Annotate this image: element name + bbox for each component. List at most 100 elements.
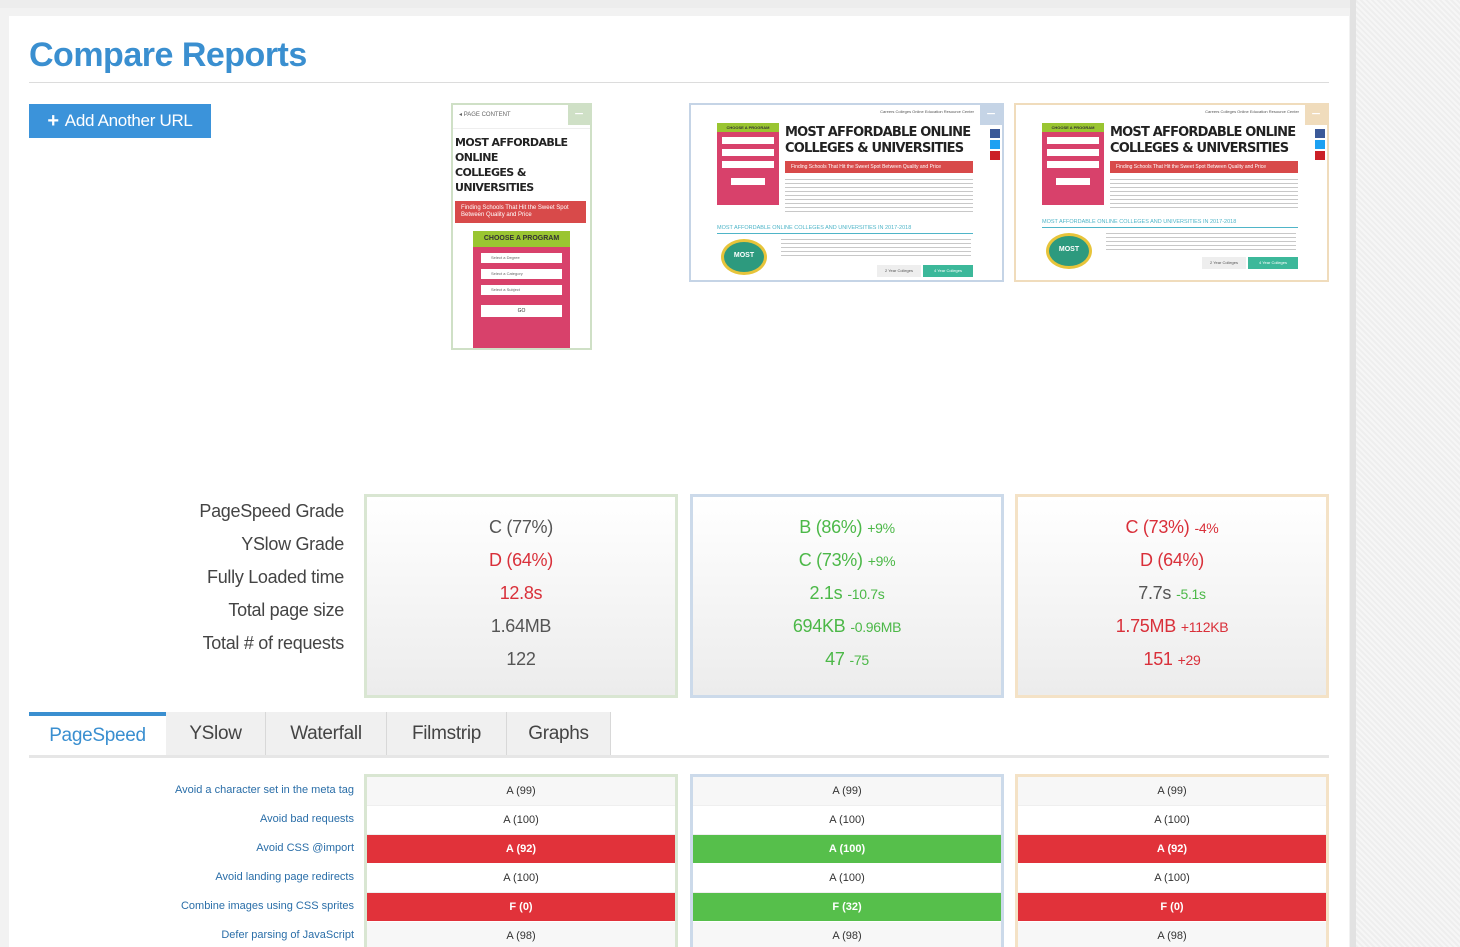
- rule-label-link[interactable]: Combine images using CSS sprites: [180, 900, 354, 912]
- rule-label-link[interactable]: Avoid landing page redirects: [215, 871, 354, 883]
- report-thumbnail-1[interactable]: − ◂ PAGE CONTENT MOST AFFORDABLE ONLINE …: [451, 103, 592, 350]
- rule-grade-cell: A (100): [367, 864, 675, 893]
- rules-column-3: A (99) A (100) A (92) A (100) F (0) A (98): [1015, 774, 1329, 947]
- rules-column-2: A (99) A (100) A (100) A (100) F (32) A (98): [690, 774, 1004, 947]
- tab-graphs[interactable]: Graphs: [507, 712, 611, 756]
- mobile-program-form: CHOOSE A PROGRAM Select a Degree Select …: [473, 231, 570, 348]
- facebook-icon: [1315, 129, 1325, 138]
- metric-value-cell: 1.64MB: [367, 616, 675, 649]
- report-tabs: PageSpeed YSlow Waterfall Filmstrip Grap…: [29, 712, 611, 756]
- desktop-program-form: CHOOSE A PROGRAM: [717, 123, 779, 205]
- metrics-column-2: B (86%) +9% C (73%) +9% 2.1s -10.7s 694KB -0.96…: [690, 494, 1004, 698]
- rule-labels: Avoid a character set in the meta tag Av…: [150, 776, 354, 947]
- facebook-icon: [990, 129, 1000, 138]
- metric-value-cell: 12.8s: [367, 583, 675, 616]
- rule-grade-cell: F (32): [693, 893, 1001, 922]
- right-gutter: [1350, 0, 1460, 947]
- rule-label-link[interactable]: Avoid a character set in the meta tag: [175, 784, 354, 796]
- rule-label-link[interactable]: Avoid bad requests: [260, 813, 354, 825]
- metric-value: 122: [506, 649, 536, 669]
- metric-value: C (73%): [1125, 517, 1190, 537]
- metric-value-cell: B (86%) +9%: [693, 517, 1001, 550]
- rule-grade-cell: A (92): [1018, 835, 1326, 864]
- twitter-icon: [990, 140, 1000, 149]
- rule-grade-cell: A (98): [367, 922, 675, 947]
- metric-value-cell: C (73%) -4%: [1018, 517, 1326, 550]
- page-title: Compare Reports: [29, 36, 307, 74]
- metric-delta: +112KB: [1180, 619, 1229, 635]
- metric-value-cell: 2.1s -10.7s: [693, 583, 1001, 616]
- tab-yslow[interactable]: YSlow: [166, 712, 266, 756]
- rule-grade-cell: A (99): [1018, 777, 1326, 806]
- add-another-url-button[interactable]: + Add Another URL: [29, 104, 211, 138]
- rule-grade-cell: A (100): [693, 835, 1001, 864]
- metric-value: D (64%): [489, 550, 553, 570]
- rules-column-1: A (99) A (100) A (92) A (100) F (0) A (98): [364, 774, 678, 947]
- metric-value: 151: [1143, 649, 1173, 669]
- remove-report-1-button[interactable]: −: [568, 105, 590, 125]
- metric-delta: +29: [1177, 652, 1201, 668]
- metric-delta: +9%: [867, 520, 895, 536]
- report-thumbnail-2[interactable]: − Careers Colleges Online Education Reso…: [689, 103, 1004, 282]
- remove-report-3-button[interactable]: −: [1305, 105, 1327, 125]
- metric-delta: -5.1s: [1176, 586, 1206, 602]
- metric-value: D (64%): [1140, 550, 1204, 570]
- badge-icon: MOST: [721, 239, 767, 275]
- rule-label-link[interactable]: Defer parsing of JavaScript: [221, 929, 354, 941]
- rule-grade-cell: A (98): [693, 922, 1001, 947]
- metric-delta: -0.96MB: [850, 619, 902, 635]
- metric-delta: +9%: [867, 553, 896, 569]
- metric-value-cell: 47 -75: [693, 649, 1001, 682]
- metric-label: Total page size: [228, 600, 344, 620]
- metric-labels: PageSpeed Grade YSlow Grade Fully Loaded…: [129, 501, 344, 666]
- mobile-page-header: ◂ PAGE CONTENT: [453, 105, 590, 129]
- metrics-column-3: C (73%) -4% D (64%) 7.7s -5.1s 1.75MB +112KB 15…: [1015, 494, 1329, 698]
- metric-value-cell: D (64%): [1018, 550, 1326, 583]
- mobile-page-banner: Finding Schools That Hit the Sweet Spot …: [455, 201, 586, 223]
- metric-label: PageSpeed Grade: [199, 501, 344, 521]
- pinterest-icon: [1315, 151, 1325, 160]
- tab-pagespeed[interactable]: PageSpeed: [29, 712, 166, 756]
- metric-label: Total # of requests: [202, 633, 345, 653]
- metric-value: 694KB: [792, 616, 846, 636]
- tab-waterfall[interactable]: Waterfall: [266, 712, 387, 756]
- add-url-label: Add Another URL: [64, 111, 193, 130]
- metric-value: 1.64MB: [490, 616, 552, 636]
- badge-icon: MOST: [1046, 233, 1092, 269]
- metric-value: 1.75MB: [1115, 616, 1177, 636]
- metric-delta: -4%: [1194, 520, 1219, 536]
- rule-label-link[interactable]: Avoid CSS @import: [256, 842, 354, 854]
- pinterest-icon: [990, 151, 1000, 160]
- title-divider: [29, 82, 1329, 83]
- metric-delta: -75: [849, 652, 870, 668]
- metric-value-cell: 122: [367, 649, 675, 682]
- report-thumbnail-3[interactable]: − Careers Colleges Online Education Reso…: [1014, 103, 1329, 282]
- metric-value-cell: 7.7s -5.1s: [1018, 583, 1326, 616]
- plus-icon: +: [47, 110, 59, 132]
- mobile-page-title: MOST AFFORDABLE ONLINE COLLEGES & UNIVER…: [455, 136, 568, 194]
- metric-value: C (73%): [798, 550, 863, 570]
- metric-label: Fully Loaded time: [207, 567, 344, 587]
- rule-grade-cell: A (98): [1018, 922, 1326, 947]
- metric-value-cell: 1.75MB +112KB: [1018, 616, 1326, 649]
- desktop-program-form: CHOOSE A PROGRAM: [1042, 123, 1104, 205]
- metric-value-cell: C (73%) +9%: [693, 550, 1001, 583]
- metric-value: 2.1s: [809, 583, 843, 603]
- metric-value-cell: 694KB -0.96MB: [693, 616, 1001, 649]
- tab-filmstrip[interactable]: Filmstrip: [387, 712, 507, 756]
- metric-value: C (77%): [489, 517, 553, 537]
- rule-grade-cell: A (99): [367, 777, 675, 806]
- remove-report-2-button[interactable]: −: [980, 105, 1002, 125]
- metric-value: 12.8s: [499, 583, 543, 603]
- metric-value-cell: 151 +29: [1018, 649, 1326, 682]
- rule-grade-cell: A (100): [1018, 806, 1326, 835]
- desktop-page-title: MOST AFFORDABLE ONLINE COLLEGES & UNIVER…: [1110, 125, 1296, 156]
- rule-grade-cell: F (0): [367, 893, 675, 922]
- rule-grade-cell: A (100): [693, 806, 1001, 835]
- rule-grade-cell: A (92): [367, 835, 675, 864]
- rule-grade-cell: A (100): [367, 806, 675, 835]
- metrics-column-1: C (77%) D (64%) 12.8s 1.64MB 122: [364, 494, 678, 698]
- compare-panel: Compare Reports + Add Another URL − ◂ PA…: [9, 16, 1349, 947]
- tab-divider: [29, 755, 1329, 758]
- metric-delta: -10.7s: [847, 586, 885, 602]
